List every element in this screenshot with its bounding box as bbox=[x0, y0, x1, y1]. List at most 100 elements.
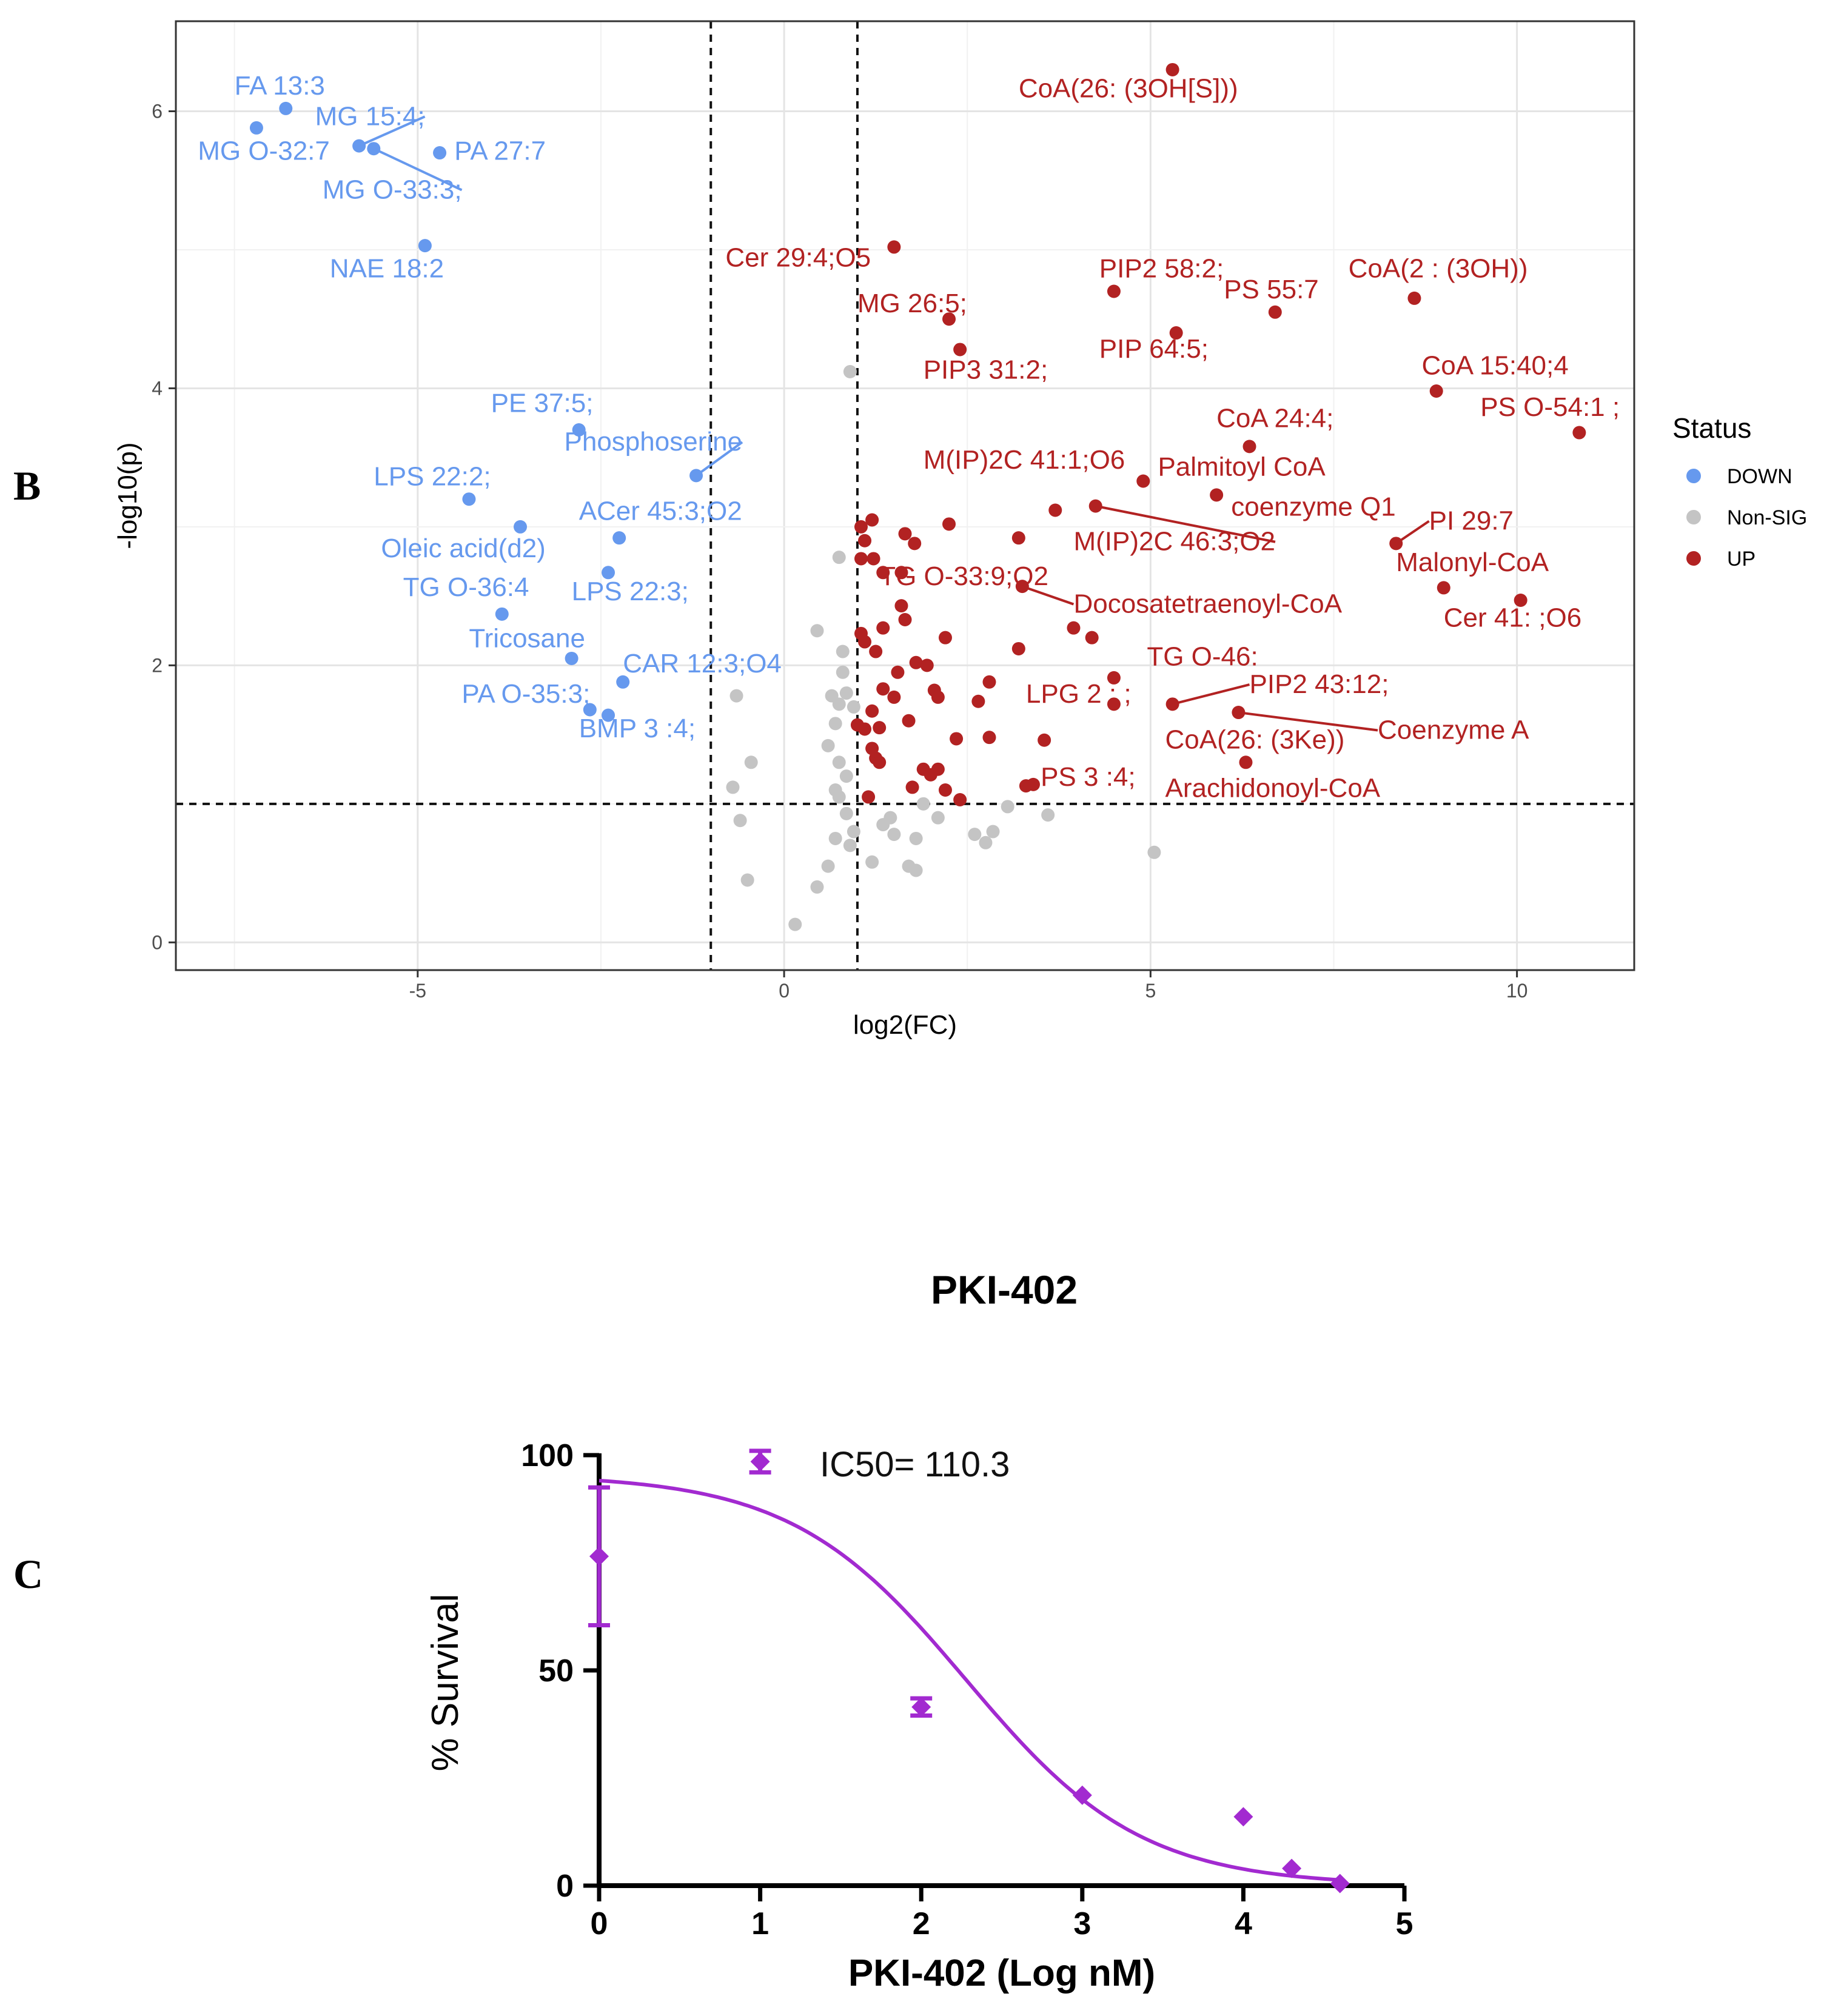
point-non-sig bbox=[909, 831, 923, 845]
point-non-sig bbox=[1001, 800, 1014, 814]
labeled-point bbox=[279, 101, 293, 115]
labeled-point bbox=[1437, 581, 1450, 595]
point-label: M(IP)2C 41:1;O6 bbox=[924, 445, 1125, 475]
point-up bbox=[902, 714, 916, 728]
point-up bbox=[938, 783, 952, 797]
labeled-point bbox=[942, 312, 956, 326]
dose-chart-title: PKI-402 bbox=[931, 1267, 1078, 1312]
point-non-sig bbox=[729, 689, 743, 703]
point-label: PA 27:7 bbox=[454, 136, 546, 166]
point-label: PIP2 58:2; bbox=[1099, 254, 1224, 284]
point-up bbox=[953, 792, 967, 806]
labeled-point bbox=[418, 239, 432, 253]
point-non-sig bbox=[832, 755, 846, 769]
point-non-sig bbox=[839, 769, 853, 783]
labeled-point bbox=[495, 607, 509, 621]
dose-data-point bbox=[750, 1452, 770, 1472]
point-label: Cer 41: ;O6 bbox=[1444, 603, 1581, 632]
label-leader-line bbox=[695, 441, 743, 477]
dose-y-tick-label: 50 bbox=[538, 1653, 574, 1689]
point-non-sig bbox=[887, 828, 901, 842]
legend-key-down bbox=[1686, 469, 1701, 483]
labeled-point bbox=[1268, 305, 1282, 319]
point-up bbox=[854, 520, 868, 534]
labeled-point bbox=[367, 142, 381, 156]
point-non-sig bbox=[884, 811, 897, 825]
volcano-point-labels: FA 13:3MG 15:4;MG O-32:7 PA 27:7MG O-33:3… bbox=[198, 71, 1620, 803]
point-label: BMP 3 :4; bbox=[579, 714, 696, 743]
point-up bbox=[891, 665, 905, 679]
point-up bbox=[898, 527, 912, 541]
volcano-legend: Status DOWN Non-SIG UP bbox=[1672, 412, 1807, 571]
dose-x-tick-label: 5 bbox=[1396, 1906, 1413, 1941]
point-up bbox=[887, 690, 901, 704]
labeled-point bbox=[602, 566, 615, 580]
point-label: CAR 12:3;O4 bbox=[623, 649, 782, 678]
dose-data-point bbox=[911, 1697, 931, 1717]
point-label: Coenzyme A bbox=[1378, 715, 1529, 745]
point-label: MG 26:5; bbox=[857, 289, 967, 318]
volcano-plot-frame bbox=[175, 20, 1635, 971]
point-up bbox=[905, 780, 919, 794]
point-non-sig bbox=[733, 814, 747, 828]
point-non-sig bbox=[1147, 845, 1161, 859]
legend-title: Status bbox=[1672, 412, 1751, 444]
point-label: Tricosane bbox=[469, 624, 585, 654]
volcano-axes: -5 0 5 10 0 2 4 6 log2(FC) -log10(p) bbox=[113, 101, 1527, 1040]
point-label: CoA(26: (3OH[S])) bbox=[1019, 74, 1238, 104]
point-up bbox=[869, 645, 883, 658]
labeled-point bbox=[1239, 755, 1253, 769]
labeled-point bbox=[1429, 384, 1443, 398]
x-axis-label: log2(FC) bbox=[853, 1010, 957, 1040]
labeled-point bbox=[1407, 291, 1421, 305]
dose-data-points bbox=[588, 1448, 1350, 1894]
labeled-point bbox=[1242, 440, 1256, 454]
point-label: ACer 45:3;O2 bbox=[579, 496, 742, 526]
x-tick-label: 0 bbox=[779, 980, 790, 1002]
point-non-sig bbox=[843, 839, 857, 852]
y-axis-label: -log10(p) bbox=[113, 442, 143, 549]
point-label: PE 37:5; bbox=[491, 388, 594, 418]
legend-entry-up: UP bbox=[1727, 548, 1755, 571]
legend-key-up bbox=[1686, 551, 1701, 566]
label-leader-line bbox=[1395, 520, 1430, 544]
labeled-point bbox=[433, 146, 447, 160]
dose-y-axis-label: % Survival bbox=[424, 1594, 466, 1772]
labeled-point bbox=[514, 520, 528, 534]
labeled-point bbox=[1107, 671, 1121, 685]
dose-data-point bbox=[1330, 1874, 1350, 1894]
volcano-points bbox=[249, 62, 1586, 931]
point-label: Arachidonoyl-CoA bbox=[1165, 773, 1381, 803]
point-up bbox=[908, 537, 922, 551]
x-tick-label: 5 bbox=[1145, 980, 1156, 1002]
point-label: Cer 29:4;O5 bbox=[725, 243, 871, 272]
point-non-sig bbox=[836, 665, 850, 679]
point-non-sig bbox=[968, 828, 982, 842]
legend-key-non-sig bbox=[1686, 510, 1701, 524]
point-non-sig bbox=[916, 797, 930, 811]
point-non-sig bbox=[744, 755, 758, 769]
point-up bbox=[894, 599, 908, 613]
point-non-sig bbox=[847, 700, 860, 714]
point-up bbox=[858, 722, 872, 736]
point-up bbox=[1011, 531, 1025, 545]
point-label: Phosphoserine bbox=[565, 427, 743, 457]
point-label: CoA 15:40;4 bbox=[1422, 351, 1569, 381]
y-tick-label: 2 bbox=[152, 654, 163, 676]
point-up bbox=[898, 612, 912, 626]
point-label: FA 13:3 bbox=[235, 71, 325, 101]
point-up bbox=[982, 675, 996, 689]
point-label: M(IP)2C 46:3;O2 bbox=[1073, 527, 1275, 557]
point-up bbox=[971, 694, 985, 708]
point-label: PI 29:7 bbox=[1429, 506, 1514, 535]
point-up bbox=[1067, 621, 1081, 635]
labeled-point bbox=[572, 423, 586, 437]
volcano-threshold-lines bbox=[176, 21, 1634, 970]
dose-x-axis-label: PKI-402 (Log nM) bbox=[848, 1952, 1155, 1994]
point-up bbox=[942, 517, 956, 531]
point-non-sig bbox=[909, 863, 923, 877]
y-tick-label: 4 bbox=[152, 377, 163, 399]
point-non-sig bbox=[865, 855, 879, 869]
point-up bbox=[858, 534, 872, 548]
